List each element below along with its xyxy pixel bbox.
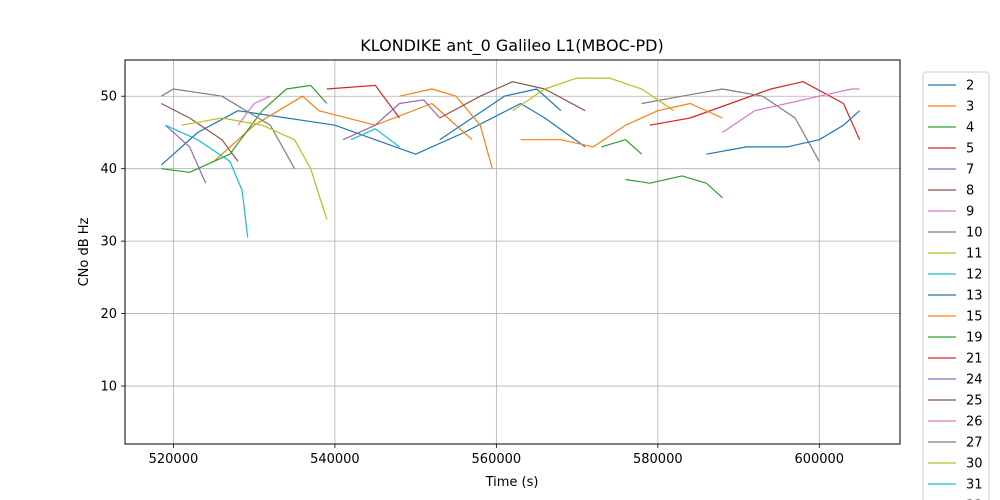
legend-label-33: 33 <box>966 499 983 500</box>
series-line-11 <box>181 117 328 220</box>
legend-label-11: 11 <box>966 247 983 262</box>
series-line-10 <box>160 88 296 169</box>
legend: 2 3 4 5 7 8 9 10 11 12 13 15 19 21 24 25 26 27 30 31 33 <box>922 71 990 500</box>
series-line-25 <box>439 81 586 119</box>
legend-label-24: 24 <box>966 373 983 388</box>
legend-label-5: 5 <box>966 142 974 157</box>
x-tick-label: 560000 <box>472 452 522 467</box>
legend-items: 2 3 4 5 7 8 9 10 11 12 13 15 19 21 24 25 26 27 30 31 33 <box>928 79 983 500</box>
legend-label-31: 31 <box>966 478 983 493</box>
grid-lines <box>125 60 900 444</box>
series-line-33 <box>706 110 861 155</box>
x-tick-label: 520000 <box>149 452 199 467</box>
legend-label-26: 26 <box>966 415 983 430</box>
legend-label-4: 4 <box>966 121 974 136</box>
legend-label-8: 8 <box>966 184 974 199</box>
series-line-3 <box>213 95 473 162</box>
x-axis-ticks: 520000 540000 560000 580000 600000 <box>149 444 844 467</box>
y-axis-ticks: 10 20 30 40 50 <box>100 90 125 395</box>
legend-label-7: 7 <box>966 163 974 178</box>
series-line-8 <box>161 102 239 162</box>
y-tick-label: 50 <box>100 90 117 105</box>
legend-label-19: 19 <box>966 331 983 346</box>
series-lines <box>160 77 861 238</box>
y-axis-label: CNo dB Hz <box>77 217 92 286</box>
x-axis-label: Time (s) <box>485 475 539 490</box>
series-line-27 <box>641 88 820 162</box>
legend-label-9: 9 <box>966 205 974 220</box>
y-tick-label: 20 <box>100 307 117 322</box>
series-line-12 <box>165 124 249 238</box>
legend-label-21: 21 <box>966 352 983 367</box>
legend-label-15: 15 <box>966 310 983 325</box>
series-line-34 <box>520 102 723 148</box>
plot-area: 520000 540000 560000 580000 600000 10 20 30 40 5… <box>100 59 901 467</box>
x-tick-label: 600000 <box>794 452 844 467</box>
series-line-24 <box>342 99 441 141</box>
series-line-2 <box>160 102 586 166</box>
series-line-7 <box>164 124 207 184</box>
legend-label-3: 3 <box>966 100 974 115</box>
series-line-15 <box>399 88 493 169</box>
series-line-9 <box>237 95 271 126</box>
series-line-26 <box>722 88 860 133</box>
y-tick-label: 10 <box>100 380 117 395</box>
series-line-30 <box>512 77 675 112</box>
y-tick-label: 40 <box>100 162 117 177</box>
plot-frame <box>124 59 901 445</box>
legend-label-12: 12 <box>966 268 983 283</box>
series-line-4 <box>161 84 328 173</box>
legend-label-27: 27 <box>966 436 983 451</box>
series-line-36 <box>625 175 723 199</box>
series-line-5 <box>326 84 400 119</box>
x-tick-label: 540000 <box>310 452 360 467</box>
series-line-13 <box>439 88 562 141</box>
legend-label-13: 13 <box>966 289 983 304</box>
series-line-19 <box>601 139 643 155</box>
legend-label-10: 10 <box>966 226 983 241</box>
legend-frame <box>922 71 990 500</box>
chart-title: KLONDIKE ant_0 Galileo L1(MBOC-PD) <box>360 36 663 56</box>
x-tick-label: 580000 <box>633 452 683 467</box>
y-tick-label: 30 <box>100 235 117 250</box>
legend-label-30: 30 <box>966 457 983 472</box>
legend-label-2: 2 <box>966 79 974 94</box>
legend-label-25: 25 <box>966 394 983 409</box>
series-line-31 <box>350 128 400 148</box>
series-line-21 <box>649 81 861 140</box>
